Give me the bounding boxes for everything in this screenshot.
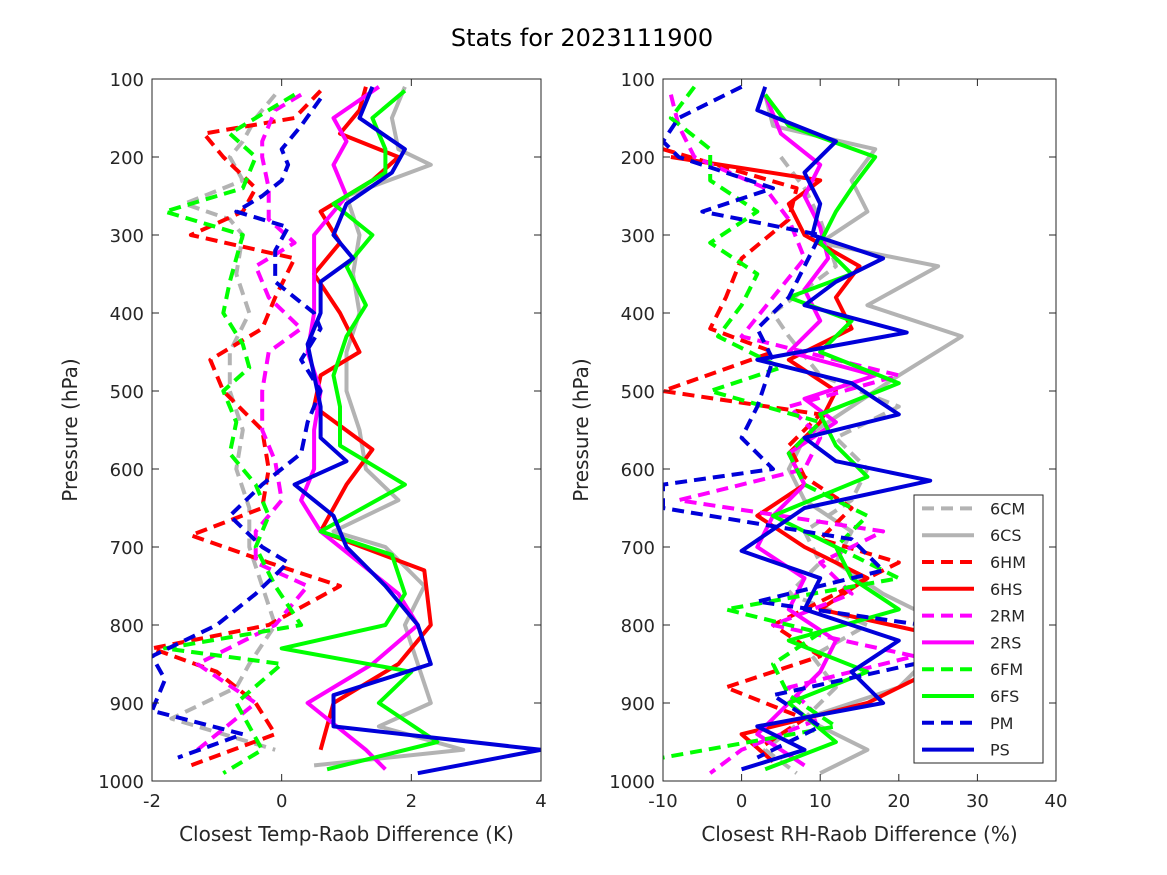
y-tick-label: 300	[110, 226, 144, 247]
x-tick-label: 10	[809, 791, 832, 812]
series-2rm-line	[195, 92, 310, 752]
legend-label-2rs: 2RS	[990, 633, 1021, 652]
y-axis-label: Pressure (hPa)	[58, 358, 82, 501]
series-2rs-line	[299, 85, 420, 771]
series-ps-line	[292, 86, 541, 776]
y-tick-label: 700	[621, 538, 655, 559]
series-6cs-line	[313, 86, 466, 768]
x-tick-label: 2	[406, 791, 417, 812]
temperature-panel: -2 0 2 4 100 200 300 400 500 600 700 800 900 1000 Clos…	[58, 70, 547, 846]
x-tick-label: 30	[966, 791, 989, 812]
y-tick-label: 100	[110, 70, 144, 91]
y-tick-label: 300	[621, 226, 655, 247]
x-tick-label: 20	[887, 791, 910, 812]
y-tick-label: 200	[110, 148, 144, 169]
legend-label-6cm: 6CM	[990, 499, 1025, 518]
axes-box	[151, 78, 542, 782]
series-6fm-line	[663, 85, 901, 760]
series-ps-line	[739, 86, 933, 772]
series-6hs-line	[312, 86, 433, 751]
y-tick-label: 500	[110, 382, 144, 403]
x-axis-label: Closest Temp-Raob Difference (K)	[179, 822, 514, 846]
y-tick-label: 1000	[98, 772, 144, 793]
y-tick-label: 200	[621, 148, 655, 169]
series-6cm-line	[763, 155, 901, 775]
legend-label-6fm: 6FM	[990, 660, 1023, 679]
legend: 6CM 6CS 6HM 6HS 2RM 2RS 6FM 6FS PM PS	[913, 494, 1044, 764]
axes-box	[662, 78, 1057, 782]
y-tick-label: 900	[621, 694, 655, 715]
x-axis-label: Closest RH-Raob Difference (%)	[701, 822, 1017, 846]
series-pm-line	[152, 97, 323, 760]
series-6hm-line	[152, 89, 342, 768]
series-6cm-line	[169, 93, 278, 752]
y-tick-label: 600	[621, 460, 655, 481]
series-lines	[152, 85, 541, 776]
legend-label-pm: PM	[990, 714, 1013, 733]
series-6hm-line	[663, 147, 901, 752]
series-6fm-line	[163, 92, 304, 775]
x-tick-label: -2	[143, 791, 161, 812]
y-axis-label: Pressure (hPa)	[569, 358, 593, 501]
y-tick-label: 1000	[609, 772, 655, 793]
series-6fs-line	[763, 93, 901, 772]
y-tick-label: 100	[621, 70, 655, 91]
legend-label-6fs: 6FS	[990, 687, 1019, 706]
y-tick-label: 400	[110, 304, 144, 325]
y-tick-label: 800	[110, 616, 144, 637]
legend-label-ps: PS	[990, 741, 1010, 760]
chart-title: Stats for 2023111900	[451, 24, 713, 52]
series-6fs-line	[279, 89, 440, 772]
y-tick-label: 400	[621, 304, 655, 325]
y-tick-label: 900	[110, 694, 144, 715]
legend-label-2rm: 2RM	[990, 607, 1025, 626]
y-tick-label: 600	[110, 460, 144, 481]
y-tick-label: 700	[110, 538, 144, 559]
x-tick-label: 40	[1045, 791, 1068, 812]
rh-panel: -10 0 10 20 30 40 100 200 300 400 500 600 700 800 900 1…	[569, 70, 1067, 846]
x-tick-label: -10	[648, 791, 677, 812]
y-tick-label: 800	[621, 616, 655, 637]
legend-label-6hs: 6HS	[990, 580, 1022, 599]
x-tick-label: 0	[736, 791, 747, 812]
x-tick-label: 0	[276, 791, 287, 812]
y-tick-label: 500	[621, 382, 655, 403]
legend-label-6cs: 6CS	[990, 526, 1022, 545]
x-tick-label: 4	[535, 791, 546, 812]
legend-label-6hm: 6HM	[990, 553, 1026, 572]
